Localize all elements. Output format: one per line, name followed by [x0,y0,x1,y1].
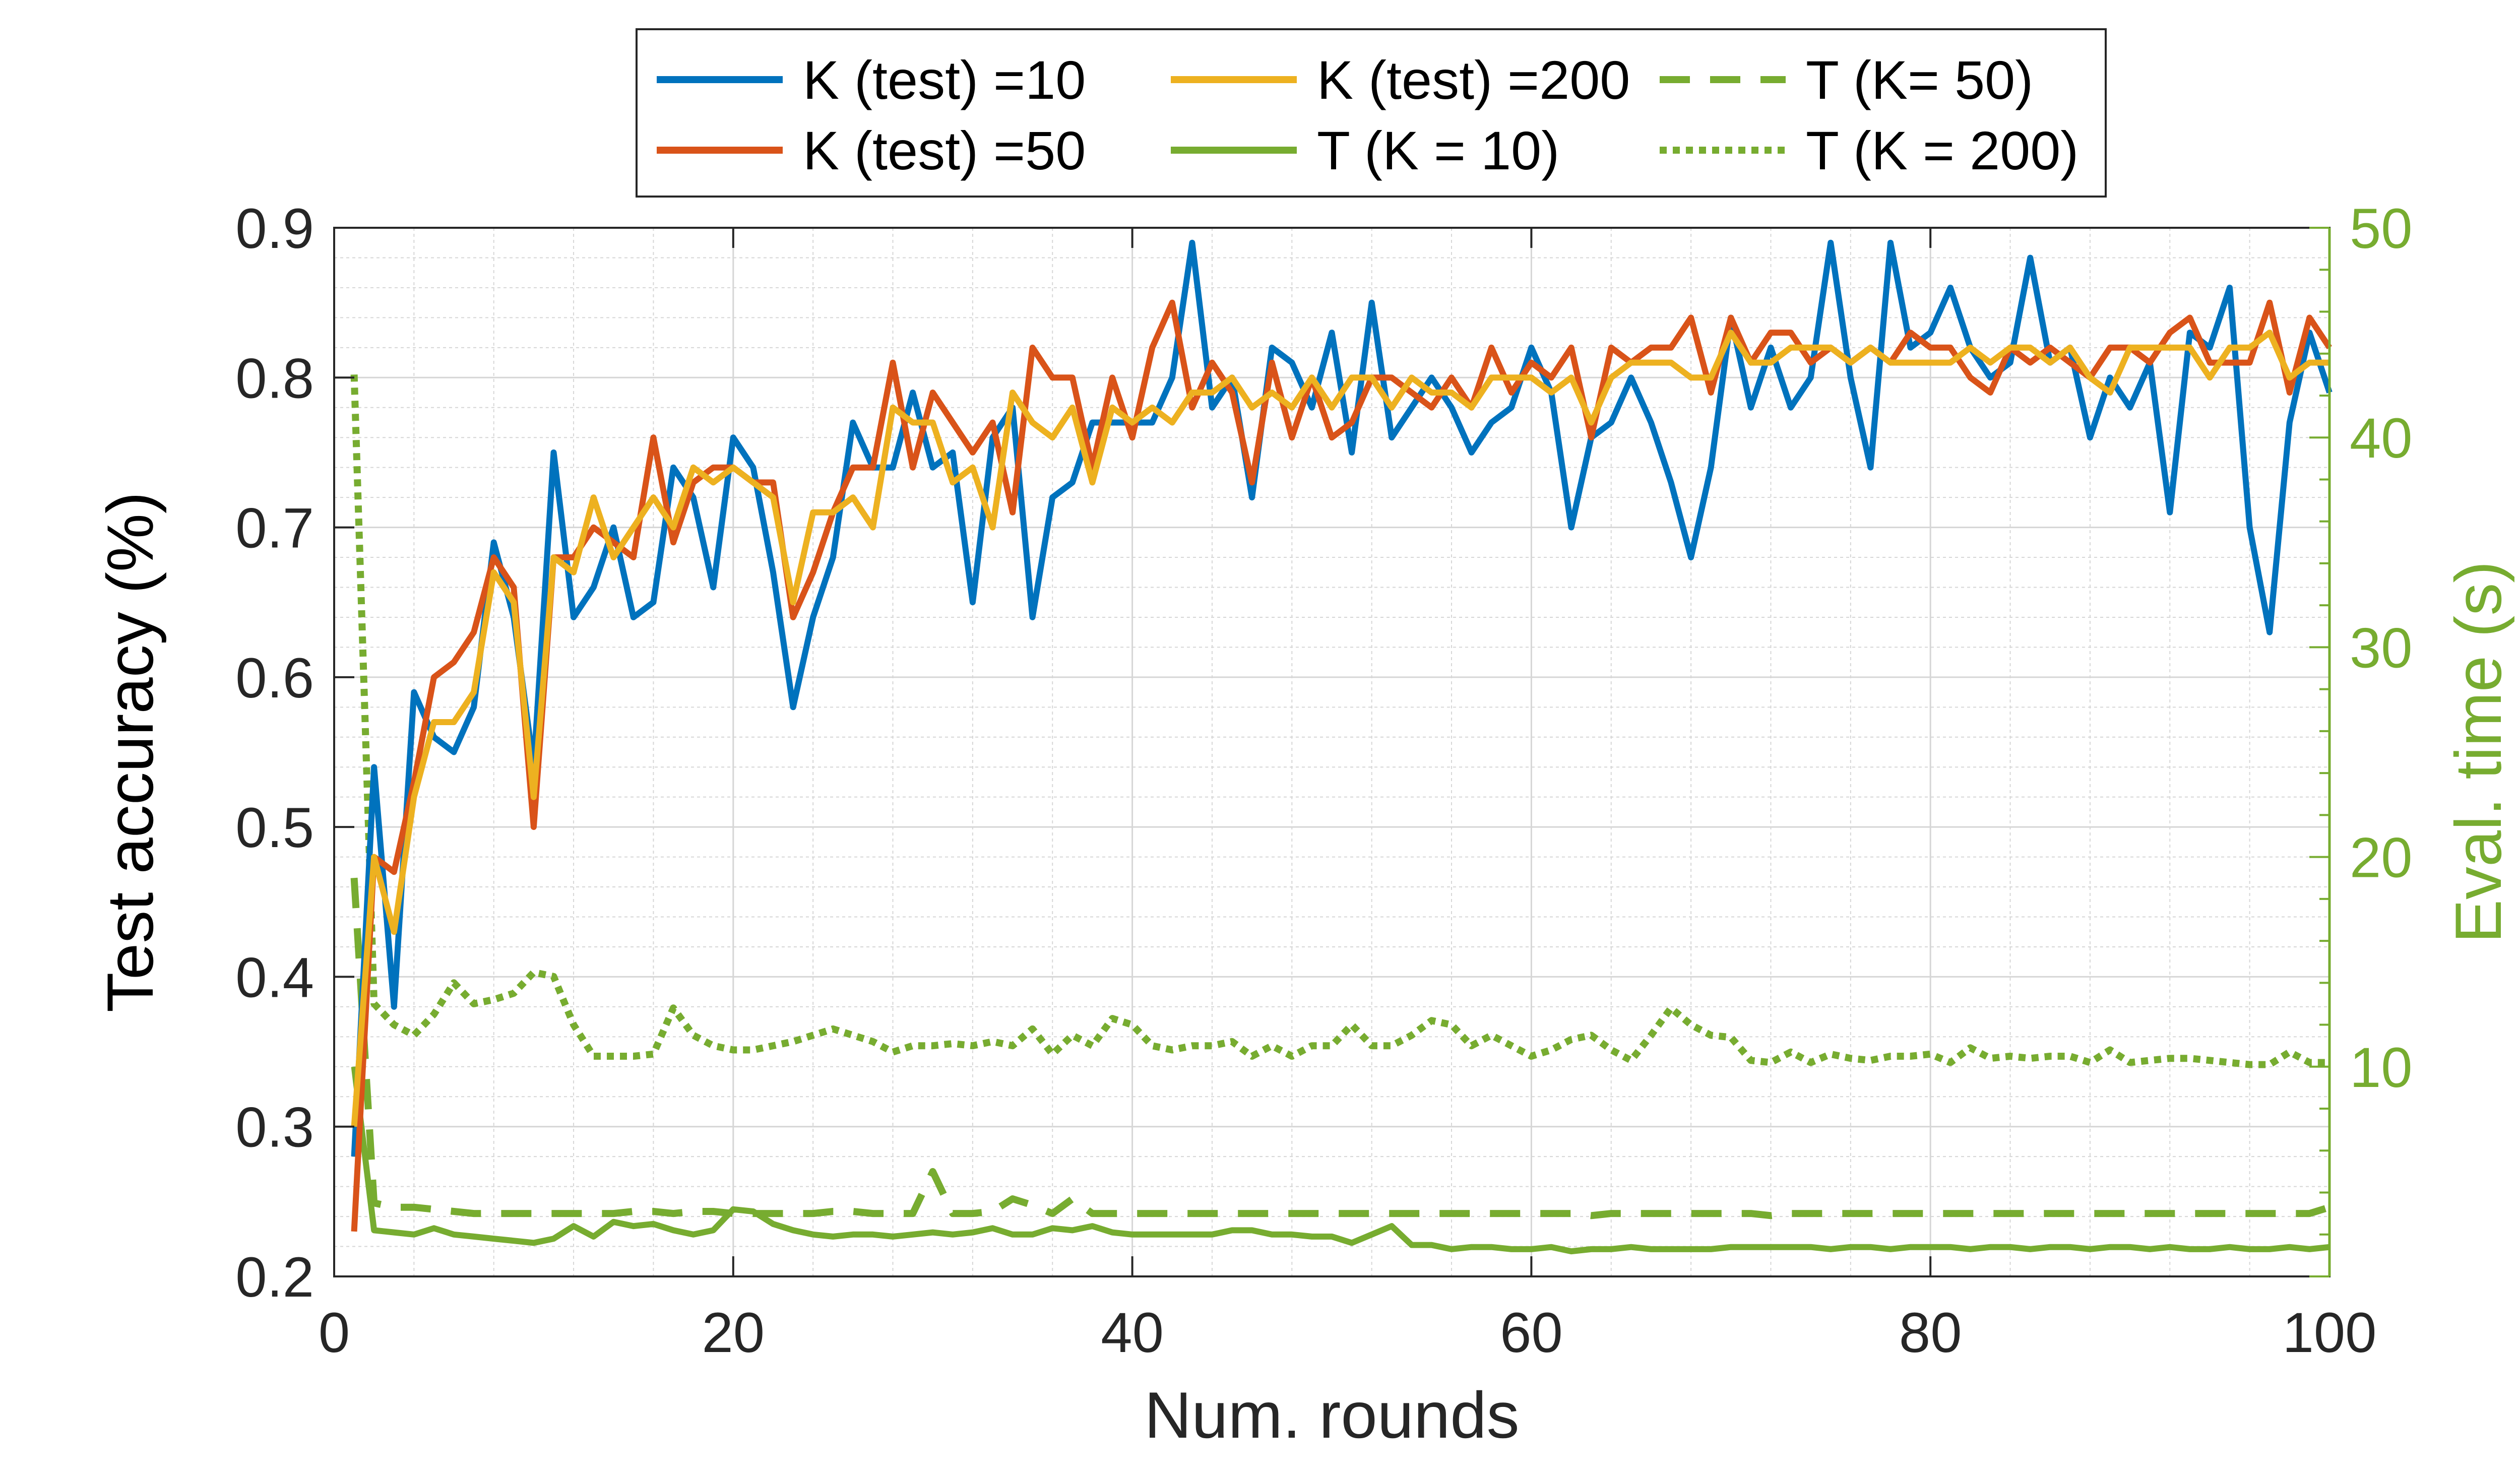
series-layer [350,239,2333,1255]
y-left-tick-label: 0.7 [235,497,314,560]
series-line-5 [350,877,2331,1219]
y-right-tick-label: 30 [2350,616,2413,679]
y-right-tick-label: 40 [2350,407,2413,470]
x-tick-label: 80 [1899,1301,1962,1364]
x-tick-label: 60 [1500,1301,1563,1364]
legend-label: K (test) =200 [1317,49,1630,110]
legend: K (test) =10 K (test) =50 K (test) =200 T (… [636,28,2107,198]
y-right-tick-label: 10 [2350,1036,2413,1099]
x-tick-label: 20 [702,1301,765,1364]
y-left-tick-label: 0.4 [235,946,314,1009]
y-left-tick-label: 0.5 [235,796,314,859]
legend-label: K (test) =50 [803,120,1086,181]
legend-label: T (K= 50) [1806,49,2033,110]
x-tick-label: 0 [319,1301,350,1364]
y-left-tick-label: 0.8 [235,347,314,410]
y-left-tick-label: 0.6 [235,647,314,710]
legend-label: T (K = 10) [1317,120,1559,181]
y-axis-left-label: Test accuracy (%) [93,492,167,1012]
legend-box [636,28,2107,198]
y-left-tick-label: 0.2 [235,1246,314,1309]
x-axis-label: Num. rounds [1144,1378,1519,1452]
y-right-tick-label: 50 [2350,197,2413,260]
legend-label: K (test) =10 [803,49,1086,110]
y-axis-right-label: Eval. time (s) [2441,561,2515,943]
x-tick-label: 40 [1101,1301,1164,1364]
y-right-tick-label: 20 [2350,826,2413,889]
y-left-tick-label: 0.9 [235,197,314,260]
axes: 0 20 40 60 80 100 0.2 0.3 0.4 0.5 0.6 0.7 0.8 0.9 10 20… [235,197,2412,1364]
y-left-tick-label: 0.3 [235,1096,314,1159]
series-line-2 [351,299,2332,1232]
series-line-4 [351,1066,2330,1255]
x-tick-label: 100 [2283,1301,2377,1364]
series-line-3 [351,330,2329,1127]
legend-label: T (K = 200) [1806,120,2078,181]
